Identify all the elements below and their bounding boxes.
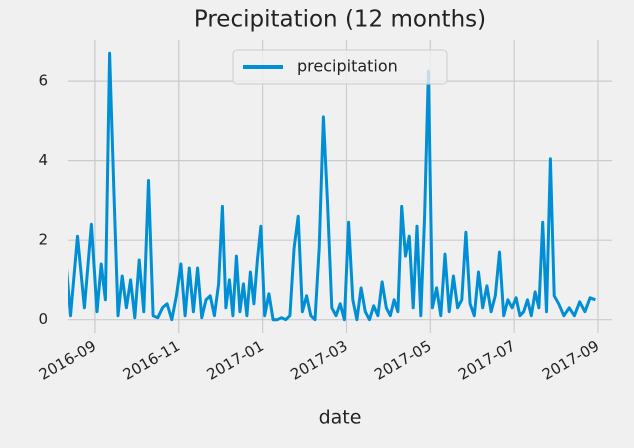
x-tick-label: 2017-09: [539, 337, 602, 384]
x-axis-label: date: [319, 407, 362, 429]
y-tick-label: 4: [38, 151, 48, 169]
x-tick-label: 2017-03: [287, 337, 350, 384]
legend-box: [232, 49, 448, 85]
series-line: [68, 51, 596, 322]
series-layer: [68, 51, 596, 322]
grid: [68, 40, 612, 333]
plot-area: [68, 40, 612, 333]
chart-title: Precipitation (12 months): [194, 7, 486, 33]
y-tick-label: 2: [38, 231, 48, 249]
legend: precipitation: [232, 49, 448, 85]
legend-label: precipitation: [297, 57, 398, 76]
y-tick-label: 0: [38, 310, 48, 328]
x-tick-label: 2017-01: [204, 337, 267, 384]
x-tick-label: 2017-07: [455, 337, 518, 384]
x-tick-label: 2016-11: [120, 337, 183, 384]
x-tick-label: 2016-09: [36, 337, 99, 384]
y-tick-label: 6: [38, 72, 48, 90]
x-tick-label: 2017-05: [371, 337, 434, 384]
